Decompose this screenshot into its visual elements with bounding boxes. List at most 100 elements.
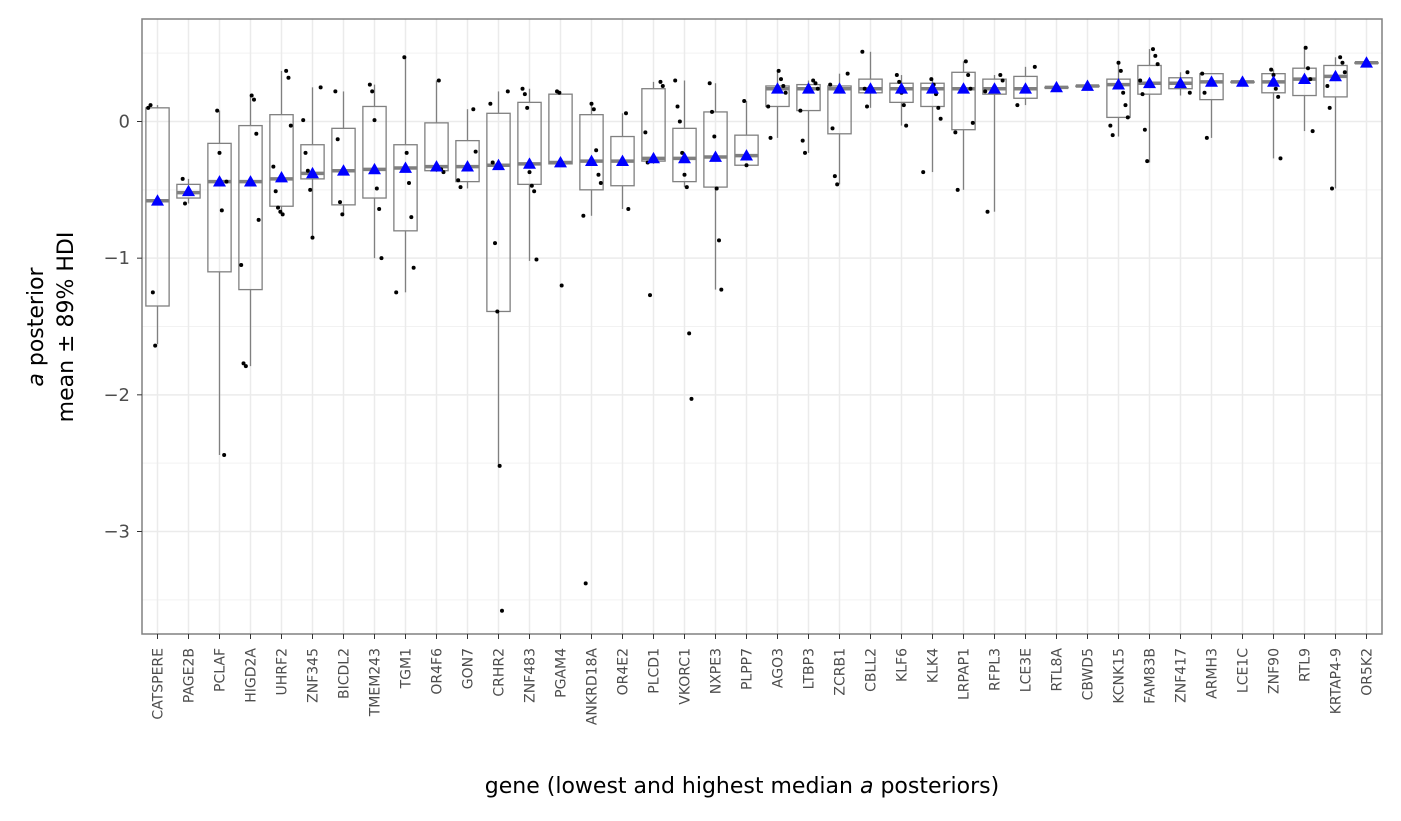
x-tick-label: CBLL2: [864, 648, 880, 692]
data-point: [436, 78, 441, 83]
x-axis-title-prefix: gene (lowest and highest median: [485, 774, 860, 799]
data-point: [1278, 156, 1283, 161]
x-tick-label: TMEM243: [368, 648, 384, 717]
data-point: [458, 185, 463, 190]
mean-marker: [368, 162, 381, 175]
data-point: [1342, 70, 1347, 75]
data-point: [813, 81, 818, 86]
y-axis-title: a posterior mean ± 89% HDI: [24, 232, 79, 423]
data-point: [596, 172, 601, 177]
data-point: [534, 257, 539, 262]
data-point: [768, 135, 773, 140]
data-point: [648, 293, 653, 298]
x-tick-label: OR4E2: [616, 648, 632, 695]
data-point: [677, 119, 682, 124]
mean-marker: [399, 161, 412, 173]
data-point: [680, 150, 685, 155]
x-tick-label: ZCRB1: [833, 648, 849, 696]
x-axis-title-italic: a: [860, 774, 873, 799]
mean-marker: [926, 82, 939, 94]
data-point: [643, 130, 648, 135]
data-point: [1338, 55, 1343, 60]
box-iqr: [331, 127, 356, 206]
data-point: [581, 213, 586, 218]
mean-marker: [647, 151, 660, 164]
mean-marker: [895, 82, 908, 94]
data-point: [1303, 45, 1308, 50]
data-point: [305, 168, 310, 173]
data-point: [1187, 90, 1192, 95]
data-point: [1202, 90, 1207, 95]
x-axis-ticks: CATSPERE PAGE2B PCLAF HIGD2A UHRF2 ZNF345 BICD…: [151, 634, 1376, 725]
mean-marker: [833, 82, 846, 94]
box-iqr: [300, 144, 325, 180]
data-point: [1204, 135, 1209, 140]
data-point: [150, 290, 155, 295]
data-point: [1153, 53, 1158, 58]
x-tick-label: KLK4: [926, 648, 942, 683]
data-point: [367, 82, 372, 87]
data-point: [830, 126, 835, 131]
box-iqr: [1292, 67, 1317, 97]
mean-marker: [1360, 56, 1373, 68]
data-point: [338, 200, 343, 205]
data-point: [402, 55, 407, 60]
y-axis-title-italic: a: [24, 373, 49, 386]
mean-marker: [1174, 76, 1187, 89]
data-point: [520, 86, 525, 91]
point-layer: [146, 45, 1347, 613]
mean-marker: [1329, 69, 1342, 82]
data-point: [532, 189, 537, 194]
mean-marker: [1267, 75, 1280, 87]
data-point: [557, 90, 562, 95]
data-point: [286, 75, 291, 80]
y-axis-title-line2: mean ± 89% HDI: [54, 232, 79, 423]
data-point: [374, 186, 379, 191]
box-iqr: [455, 139, 480, 183]
data-point: [953, 130, 958, 135]
data-point: [340, 212, 345, 217]
y-tick-label: −3: [103, 522, 130, 543]
panel-border: [141, 18, 1383, 635]
data-point: [684, 185, 689, 190]
box-iqr: [145, 107, 170, 307]
data-point: [1200, 71, 1205, 76]
data-point: [707, 81, 712, 86]
x-tick-label: OR5K2: [1360, 648, 1376, 696]
data-point: [1110, 133, 1115, 138]
data-point: [963, 59, 968, 64]
data-point: [308, 187, 313, 192]
data-point: [1155, 62, 1160, 67]
data-point: [865, 104, 870, 109]
data-point: [594, 148, 599, 153]
y-axis-ticks: 0 −1 −2 −3: [103, 112, 142, 543]
data-point: [335, 137, 340, 142]
data-point: [1140, 92, 1145, 97]
data-point: [966, 73, 971, 78]
x-tick-label: BICDL2: [337, 648, 353, 699]
data-point: [1116, 60, 1121, 65]
mean-marker: [430, 160, 443, 172]
data-point: [1000, 78, 1005, 83]
svg-text:a posterior: a posterior: [24, 266, 49, 386]
box-iqr: [1137, 64, 1162, 95]
mean-marker: [1298, 72, 1311, 85]
data-point: [1138, 78, 1143, 83]
data-point: [217, 150, 222, 155]
data-point: [372, 118, 377, 123]
box-iqr: [486, 112, 511, 313]
data-point: [766, 104, 771, 109]
data-point: [1325, 83, 1330, 88]
x-tick-label: KRTAP4-9: [1329, 648, 1345, 714]
data-point: [716, 238, 721, 243]
data-point: [983, 89, 988, 94]
data-point: [744, 163, 749, 168]
data-point: [929, 77, 934, 82]
mean-layer: [151, 56, 1373, 206]
box-iqr: [579, 114, 604, 191]
data-point: [901, 103, 906, 108]
y-tick-label: −2: [103, 385, 130, 406]
y-tick-label: 0: [119, 112, 130, 133]
data-point: [998, 73, 1003, 78]
data-point: [675, 104, 680, 109]
